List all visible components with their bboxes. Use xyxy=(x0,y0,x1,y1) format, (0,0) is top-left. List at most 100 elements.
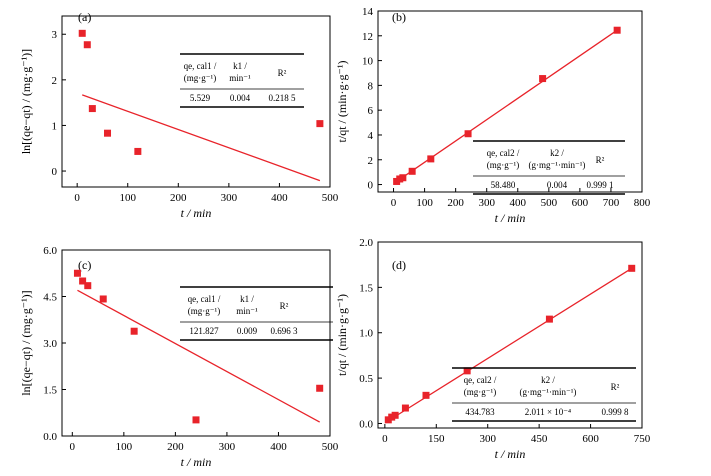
x-axis-label: t / min xyxy=(495,447,526,461)
table-value: 0.218 5 xyxy=(269,93,297,103)
y-axis-label: ln[(qe−qt) / (mg·g⁻¹)] xyxy=(19,290,33,395)
table-value: 5.529 xyxy=(190,93,211,103)
data-point xyxy=(134,147,142,155)
y-tick-label: 1 xyxy=(52,120,58,132)
y-tick-label: 6 xyxy=(368,105,374,117)
data-point xyxy=(545,315,553,323)
data-point xyxy=(391,411,399,419)
data-point xyxy=(130,327,138,335)
y-tick-label: 12 xyxy=(362,31,373,43)
table-value: 58.480 xyxy=(491,180,516,190)
y-tick-label: 0.0 xyxy=(359,418,373,430)
data-point xyxy=(83,41,91,49)
data-point xyxy=(408,167,416,175)
data-point xyxy=(84,282,92,290)
table-value: 0.004 xyxy=(230,93,251,103)
parameter-table: qe, cal1 / (mg·g⁻¹) k1 / min⁻¹ R² 121.827 0.00… xyxy=(180,286,333,341)
x-tick-label: 0 xyxy=(74,192,80,204)
y-tick-label: 1.0 xyxy=(359,328,373,340)
table-value: 2.011 × 10⁻⁴ xyxy=(525,407,571,417)
panel-label: (d) xyxy=(392,258,406,272)
y-tick-label: 3.0 xyxy=(43,338,57,350)
x-tick-label: 300 xyxy=(478,197,495,209)
x-axis-label: t / min xyxy=(181,455,212,469)
data-point xyxy=(427,155,435,163)
x-tick-label: 0 xyxy=(70,441,76,453)
y-tick-label: 14 xyxy=(362,6,374,18)
table-header-unit: (g·mg⁻¹·min⁻¹) xyxy=(520,387,577,397)
table-value: 0.999 1 xyxy=(587,180,614,190)
data-point xyxy=(613,26,621,34)
data-point xyxy=(99,295,107,303)
data-point xyxy=(104,129,112,137)
table-header: qe, cal2 / xyxy=(464,375,497,385)
panel-2: 0 100 200 300 400 500 0.0 1.5 3.0 4.5 6.0 t / min ln… xyxy=(19,245,339,469)
y-tick-label: 8 xyxy=(368,80,374,92)
x-tick-label: 600 xyxy=(582,433,599,445)
data-point xyxy=(539,75,547,83)
data-point xyxy=(399,174,407,182)
y-tick-label: 3 xyxy=(52,29,58,41)
x-tick-label: 500 xyxy=(541,197,558,209)
x-tick-label: 200 xyxy=(167,441,184,453)
table-header-unit: (mg·g⁻¹) xyxy=(188,306,220,316)
x-tick-label: 500 xyxy=(322,192,339,204)
parameter-table: qe, cal1 / (mg·g⁻¹) k1 / min⁻¹ R² 5.529 0.004 0… xyxy=(180,53,304,108)
data-point xyxy=(463,367,471,375)
table-header: R² xyxy=(596,155,605,165)
x-tick-label: 300 xyxy=(479,433,496,445)
parameter-table: qe, cal2 / (mg·g⁻¹) k2 / (g·mg⁻¹·min⁻¹) R² 43… xyxy=(452,367,636,422)
x-tick-label: 100 xyxy=(416,197,433,209)
plot-frame xyxy=(377,10,643,193)
table-header-unit: (g·mg⁻¹·min⁻¹) xyxy=(529,160,586,170)
data-point xyxy=(316,120,324,128)
x-tick-label: 800 xyxy=(634,197,651,209)
y-tick-label: 0 xyxy=(368,180,374,192)
data-point xyxy=(628,264,636,272)
x-tick-label: 500 xyxy=(322,441,339,453)
x-tick-label: 450 xyxy=(531,433,548,445)
y-tick-label: 0 xyxy=(52,166,58,178)
y-axis-label: t/qt / (min·g·g⁻¹) xyxy=(335,61,349,143)
table-header: qe, cal1 / xyxy=(188,294,221,304)
y-tick-label: 4.5 xyxy=(43,292,57,304)
table-header: k1 / xyxy=(240,294,254,304)
table-value: 0.004 xyxy=(547,180,568,190)
data-point xyxy=(422,391,430,399)
y-tick-label: 1.5 xyxy=(359,282,373,294)
x-tick-label: 400 xyxy=(270,441,287,453)
x-tick-label: 750 xyxy=(634,433,651,445)
y-tick-label: 4 xyxy=(368,130,374,142)
plot-frame xyxy=(61,15,331,188)
table-value: 434.783 xyxy=(465,407,495,417)
data-point xyxy=(316,384,324,392)
data-point xyxy=(192,416,200,424)
plot-frame xyxy=(61,249,331,437)
y-axis-label: ln[(qe−qt) / (mg·g⁻¹)] xyxy=(19,49,33,154)
table-header: qe, cal1 / xyxy=(184,61,217,71)
y-tick-label: 10 xyxy=(362,56,374,68)
x-tick-label: 150 xyxy=(428,433,445,445)
x-tick-label: 100 xyxy=(119,192,136,204)
table-header-unit: min⁻¹ xyxy=(236,306,258,316)
table-header-unit: (mg·g⁻¹) xyxy=(487,160,519,170)
x-tick-label: 600 xyxy=(572,197,589,209)
y-tick-label: 0.5 xyxy=(359,373,373,385)
table-header-unit: min⁻¹ xyxy=(229,73,251,83)
table-header: k2 / xyxy=(550,148,564,158)
panel-label: (b) xyxy=(392,10,406,24)
y-tick-label: 0.0 xyxy=(43,431,57,443)
panel-0: 0 100 200 300 400 500 0 1 2 3 t / min ln[(qe−qt) / … xyxy=(19,10,339,220)
x-axis-label: t / min xyxy=(181,206,212,220)
table-value: 0.009 xyxy=(237,326,258,336)
data-point xyxy=(78,29,86,37)
x-tick-label: 400 xyxy=(271,192,288,204)
y-tick-label: 2.0 xyxy=(359,237,373,249)
data-point xyxy=(464,130,472,138)
table-value: 0.999 8 xyxy=(602,407,630,417)
table-header: k2 / xyxy=(541,375,555,385)
data-point xyxy=(79,277,87,285)
x-tick-label: 0 xyxy=(391,197,397,209)
panel-3: 0 150 300 450 600 750 0.0 0.5 1.0 1.5 2.0 t / min t/… xyxy=(335,237,651,461)
